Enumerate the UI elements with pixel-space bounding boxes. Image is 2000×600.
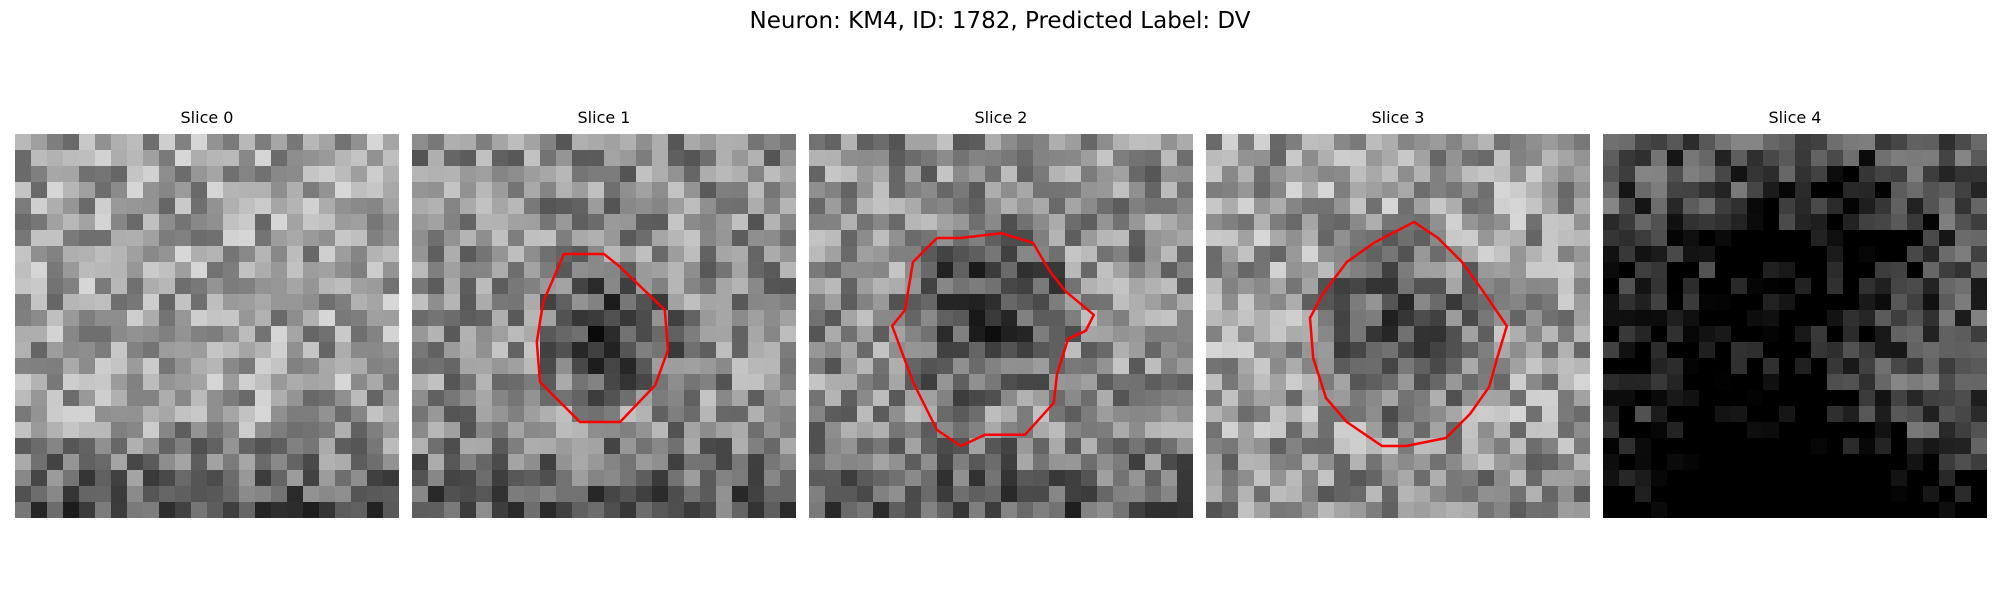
slice-image-1 <box>412 134 796 518</box>
slice-panel-0: Slice 0 <box>15 108 399 518</box>
pixel-texture <box>1206 134 1590 518</box>
slice-image-4 <box>1603 134 1987 518</box>
slice-title: Slice 4 <box>1768 108 1822 127</box>
roi-contour <box>535 252 670 424</box>
pixel-texture <box>412 134 796 518</box>
slice-panel-3: Slice 3 <box>1206 108 1590 518</box>
slice-image-3 <box>1206 134 1590 518</box>
slice-title: Slice 2 <box>974 108 1028 127</box>
slice-image-2 <box>809 134 1193 518</box>
pixel-texture <box>809 134 1193 518</box>
roi-contour <box>890 231 1096 448</box>
slice-panel-4: Slice 4 <box>1603 108 1987 518</box>
slice-title: Slice 0 <box>180 108 234 127</box>
slice-title: Slice 3 <box>1371 108 1425 127</box>
roi-contour <box>1308 220 1509 448</box>
pixel-texture <box>15 134 399 518</box>
figure-title: Neuron: KM4, ID: 1782, Predicted Label: … <box>749 8 1251 34</box>
slice-panel-2: Slice 2 <box>809 108 1193 518</box>
slice-image-0 <box>15 134 399 518</box>
slice-panel-1: Slice 1 <box>412 108 796 518</box>
pixel-texture <box>1603 134 1987 518</box>
slice-title: Slice 1 <box>577 108 631 127</box>
